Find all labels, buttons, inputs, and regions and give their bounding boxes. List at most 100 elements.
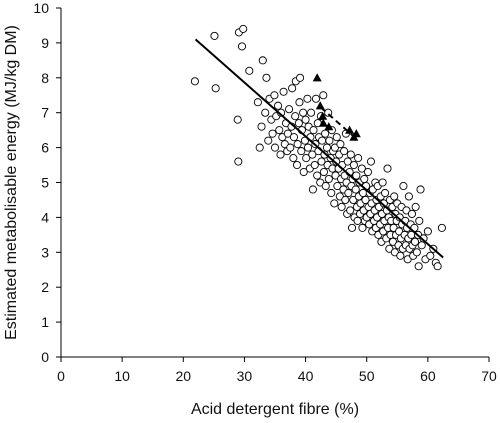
regression-line-dashed — [320, 106, 356, 138]
data-point-circle — [303, 143, 313, 152]
data-point-circle — [283, 129, 292, 138]
data-point-circle — [426, 251, 435, 260]
data-point-circle — [309, 126, 318, 135]
data-point-circle — [349, 160, 358, 170]
data-point-circle — [358, 223, 367, 232]
data-point-circle — [211, 84, 220, 93]
data-point-circle — [257, 122, 266, 131]
data-point-circle — [274, 101, 283, 110]
y-tick-label: 4 — [41, 209, 49, 225]
data-point-triangle — [315, 101, 325, 110]
data-point-circle — [341, 195, 350, 204]
data-point-circle — [325, 136, 334, 145]
x-tick-label: 20 — [175, 368, 191, 384]
data-point-circle — [412, 248, 421, 257]
data-point-circle — [233, 115, 242, 124]
data-point-circle — [410, 237, 420, 246]
y-tick-label: 10 — [33, 0, 49, 16]
x-tick-label: 50 — [359, 368, 375, 384]
data-point-circle — [285, 105, 294, 114]
x-tick-label: 10 — [114, 368, 130, 384]
data-point-circle — [275, 126, 284, 135]
data-point-circle — [366, 157, 376, 166]
data-point-circle — [340, 147, 349, 156]
y-tick-label: 8 — [41, 70, 49, 86]
x-tick-label: 40 — [298, 368, 314, 384]
data-point-circle — [307, 108, 316, 117]
data-point-circle — [288, 84, 297, 93]
data-point-circle — [239, 24, 248, 33]
data-point-circle — [293, 140, 302, 149]
data-point-circle — [190, 77, 199, 86]
data-point-circle — [346, 206, 355, 215]
data-point-circle — [294, 119, 303, 128]
data-point-circle — [268, 129, 277, 138]
data-point-circle — [296, 73, 305, 82]
data-point-circle — [301, 115, 310, 124]
x-tick-label: 30 — [237, 368, 253, 384]
data-point-circle — [317, 157, 326, 166]
data-point-circle — [319, 91, 328, 100]
data-point-triangle — [324, 122, 334, 131]
data-point-triangle — [312, 73, 322, 82]
data-point-circle — [433, 262, 442, 271]
data-point-circle — [357, 164, 366, 173]
data-point-circle — [354, 154, 363, 163]
data-point-circle — [311, 94, 321, 103]
data-point-circle — [336, 140, 345, 149]
data-point-circle — [363, 167, 372, 177]
data-point-circle — [308, 185, 317, 194]
x-tick-label: 70 — [481, 368, 497, 384]
data-point-triangle — [351, 129, 361, 138]
x-axis-title: Acid detergent fibre (%) — [191, 401, 359, 418]
y-tick-label: 9 — [41, 35, 49, 51]
data-point-circle — [352, 171, 361, 180]
data-point-triangle — [318, 111, 328, 120]
y-tick-label: 2 — [41, 279, 49, 295]
data-point-circle — [210, 31, 219, 40]
data-point-circle — [245, 66, 254, 75]
y-tick-label: 7 — [41, 105, 49, 121]
data-point-circle — [360, 174, 369, 184]
data-point-circle — [396, 251, 405, 260]
data-point-circle — [343, 157, 352, 166]
data-point-circle — [330, 199, 339, 208]
data-point-circle — [411, 202, 420, 211]
data-point-circle — [234, 157, 243, 166]
data-point-circle — [292, 160, 302, 170]
data-point-circle — [270, 143, 280, 152]
data-point-circle — [423, 227, 432, 236]
y-tick-label: 0 — [41, 349, 49, 365]
data-point-circle — [351, 185, 360, 194]
y-tick-label: 1 — [41, 314, 49, 330]
data-point-circle — [407, 209, 417, 218]
data-point-circle — [404, 192, 413, 201]
data-point-circle — [437, 223, 446, 232]
data-point-circle — [416, 185, 425, 194]
data-point-circle — [322, 143, 332, 152]
data-point-circle — [289, 133, 299, 142]
data-point-circle — [417, 241, 426, 250]
data-point-circle — [344, 188, 353, 198]
data-point-circle — [321, 181, 330, 191]
data-point-circle — [327, 188, 336, 198]
data-point-circle — [295, 98, 304, 107]
data-point-circle — [390, 192, 399, 201]
data-point-circle — [378, 178, 387, 187]
data-point-circle — [270, 91, 279, 100]
data-point-circle — [321, 129, 330, 138]
data-point-circle — [353, 216, 362, 225]
data-point-circle — [262, 73, 271, 82]
data-point-circle — [297, 147, 306, 156]
data-point-circle — [299, 108, 308, 117]
data-point-circle — [399, 181, 408, 191]
data-point-circle — [337, 202, 346, 211]
data-point-circle — [318, 136, 327, 145]
data-point-circle — [258, 56, 267, 65]
data-point-circle — [319, 167, 328, 177]
data-point-triangle — [318, 118, 328, 127]
data-point-circle — [415, 216, 424, 225]
data-point-circle — [347, 223, 357, 232]
